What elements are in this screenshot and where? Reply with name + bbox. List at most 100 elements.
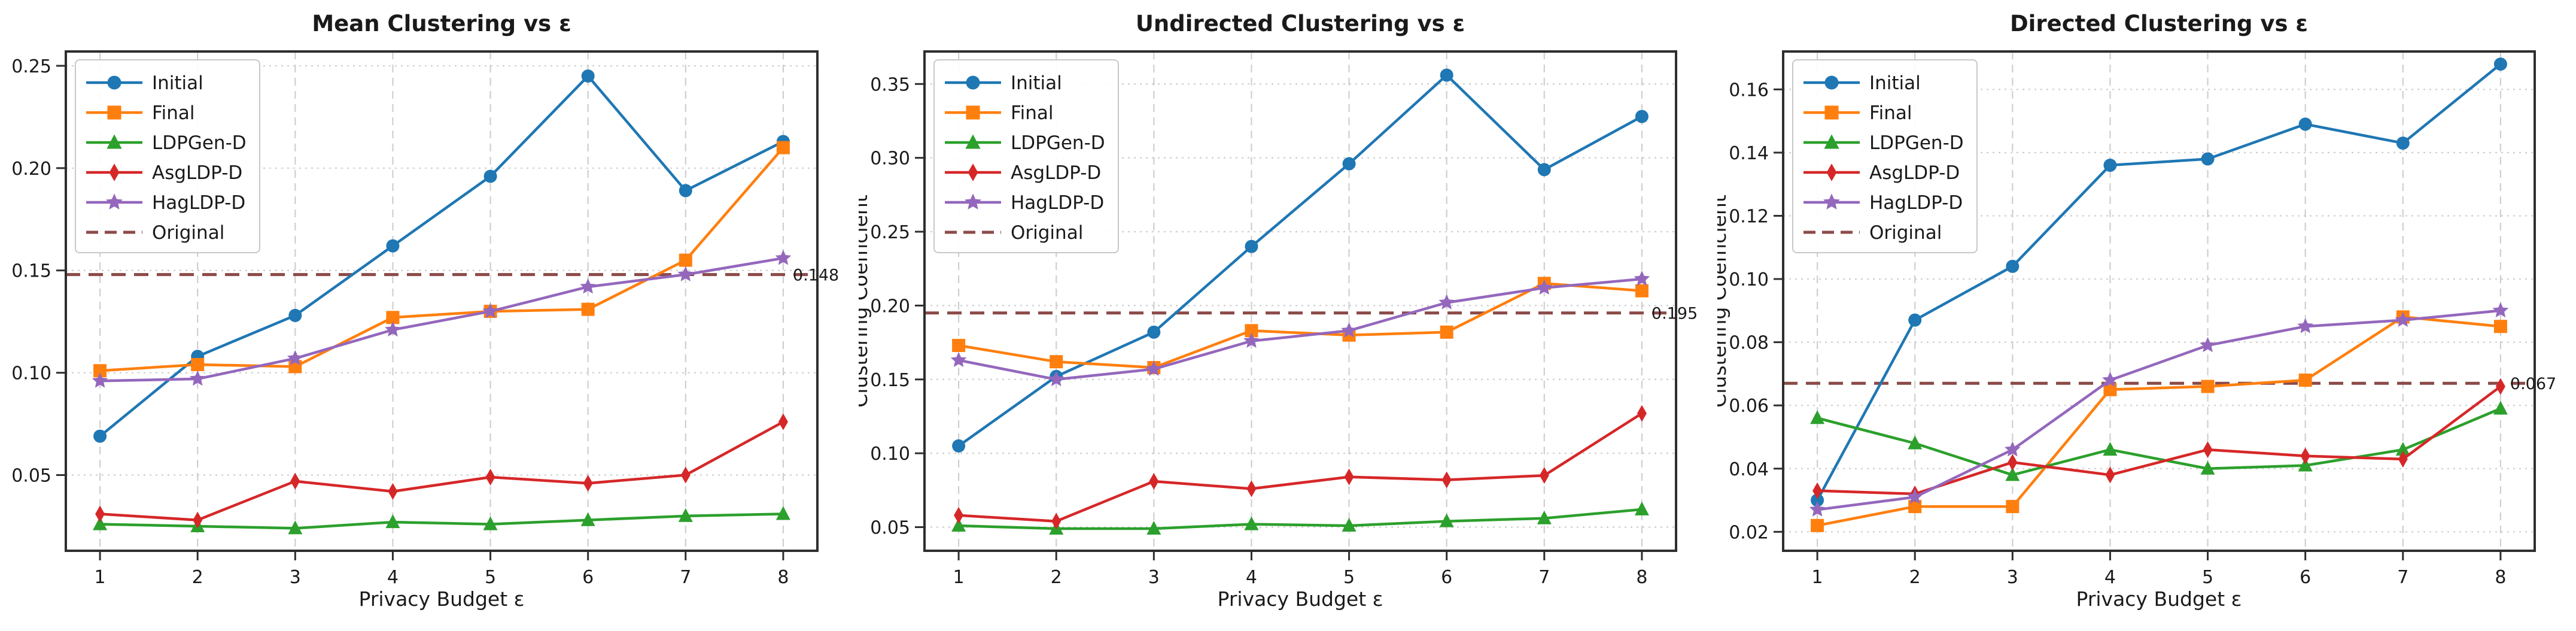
thin-diamond-marker (95, 505, 105, 523)
legend-box (933, 59, 1119, 253)
square-marker (2103, 383, 2117, 396)
series-markers-initial (952, 68, 1649, 453)
circle-marker (288, 308, 302, 322)
legend-item-hagldp-d: HagLDP-D (86, 192, 245, 214)
star-marker (106, 193, 123, 210)
legend-label: HagLDP-D (1011, 192, 1104, 214)
triangle-marker (2298, 457, 2313, 472)
thin-diamond-marker (1344, 468, 1354, 486)
axis-ticks: 1 2 3 4 5 6 7 8 0.02 0.04 0.06 0.08 0.10 0.12 0.14 0.16 (1729, 80, 2506, 588)
legend-label: AsgLDP-D (1011, 162, 1101, 184)
axis-ticks: 1 2 3 4 5 6 7 8 0.05 0.10 0.15 0.20 0.25 0.30 0.35 (870, 74, 1647, 588)
square-marker (1824, 105, 1839, 120)
square-marker (966, 105, 980, 120)
thin-diamond-marker (2203, 441, 2213, 459)
chart-title: Directed Clustering vs ε (2010, 11, 2308, 37)
circle-marker (1635, 110, 1649, 123)
thin-diamond-marker (1051, 512, 1062, 530)
star-marker (1438, 294, 1455, 310)
triangle-marker (1810, 410, 1825, 424)
series-markers-hagldp-d (950, 270, 1650, 387)
y-tick-label: 0.35 (870, 74, 910, 95)
series-markers-ldpgen-d (93, 506, 790, 535)
star-marker (1823, 193, 1840, 210)
chart-undirected-clustering: 1 2 3 4 5 6 7 8 0.05 0.10 0.15 0.20 0.25 0.30 0.35 Undi… (859, 0, 1717, 631)
circle-marker (2396, 136, 2410, 150)
star-marker (2102, 371, 2118, 387)
thin-diamond-marker (1441, 471, 1452, 489)
circle-marker (1811, 493, 1824, 507)
thin-diamond-marker (968, 163, 978, 181)
x-tick-label: 4 (387, 567, 399, 588)
thin-diamond-marker (1826, 163, 1837, 181)
star-marker (2492, 302, 2509, 318)
star-marker (1341, 322, 1357, 338)
panel-directed-clustering: 1 2 3 4 5 6 7 8 0.02 0.04 0.06 0.08 0.10 0.12 0.14 0.16… (1717, 0, 2576, 631)
square-marker (93, 364, 107, 378)
x-axis-label: Privacy Budget ε (359, 587, 525, 611)
y-tick-label: 0.02 (1729, 522, 1769, 543)
star-marker (1809, 501, 1826, 517)
star-marker (1048, 371, 1065, 387)
plot-border (65, 50, 819, 552)
series-line-ldpgen-d (959, 508, 1643, 530)
legend-item-final: Final (945, 102, 1053, 124)
thin-diamond-marker (954, 506, 964, 524)
square-marker (191, 357, 205, 371)
x-tick-label: 1 (95, 567, 106, 588)
x-tick-label: 3 (290, 567, 301, 588)
legend: Initial Final LDPGen-D AsgLDP-D HagLDP-D Orig… (75, 59, 260, 253)
legend-label: Final (1011, 102, 1053, 124)
y-tick-label: 0.30 (870, 148, 910, 169)
triangle-marker (1537, 510, 1552, 524)
circle-marker (1908, 313, 1922, 327)
star-marker (1243, 332, 1260, 348)
x-tick-label: 2 (1051, 567, 1062, 588)
legend-item-asgldp-d: AsgLDP-D (1803, 162, 1960, 184)
circle-marker (1147, 325, 1161, 339)
series-line-hagldp-d (958, 277, 1643, 381)
series-line-ldpgen-d (100, 512, 783, 530)
triangle-marker (107, 134, 122, 149)
legend-item-final: Final (86, 102, 194, 124)
legend: Initial Final LDPGen-D AsgLDP-D HagLDP-D Orig… (933, 59, 1119, 253)
legend-label: Initial (152, 72, 203, 94)
circle-marker (679, 184, 692, 198)
y-tick-label: 0.10 (11, 363, 51, 384)
chart-mean-clustering: 1 2 3 4 5 6 7 8 0.05 0.10 0.15 0.20 0.25 Mean Cluster… (0, 0, 859, 631)
circle-marker (1245, 239, 1258, 253)
thin-diamond-marker (1539, 467, 1549, 484)
series-line-initial (957, 74, 1643, 447)
triangle-marker (951, 518, 966, 532)
triangle-marker (385, 514, 400, 529)
y-tick-label: 0.25 (11, 56, 51, 77)
x-tick-label: 6 (2300, 567, 2311, 588)
x-tick-label: 6 (1441, 567, 1452, 588)
thin-diamond-marker (680, 466, 691, 484)
legend-label: Final (152, 102, 194, 124)
triangle-marker (93, 516, 108, 530)
original-value-annotation: 0.195 (1652, 305, 1698, 323)
y-tick-label: 0.20 (11, 159, 51, 180)
series-line-final (99, 147, 784, 372)
x-tick-label: 1 (1812, 567, 1823, 588)
circle-marker (966, 75, 980, 90)
star-marker (189, 370, 206, 386)
x-axis-label: Privacy Budget ε (1218, 587, 1383, 611)
triangle-marker (775, 506, 790, 520)
series-line-initial (1816, 63, 2502, 501)
triangle-marker (965, 134, 981, 149)
circle-marker (2298, 117, 2312, 131)
y-tick-label: 0.15 (870, 370, 910, 391)
x-tick-label: 8 (777, 567, 789, 588)
series-markers-asgldp-d (954, 405, 1647, 530)
x-tick-label: 3 (1148, 567, 1160, 588)
legend-item-initial: Initial (945, 72, 1062, 94)
series-line-asgldp-d (958, 412, 1643, 523)
circle-marker (1537, 163, 1551, 177)
chart-title: Mean Clustering vs ε (312, 11, 571, 37)
triangle-marker (1342, 518, 1357, 532)
y-tick-label: 0.06 (1729, 396, 1769, 417)
chart-directed-clustering: 1 2 3 4 5 6 7 8 0.02 0.04 0.06 0.08 0.10 0.12 0.14 0.16… (1717, 0, 2576, 631)
x-tick-label: 1 (953, 567, 965, 588)
